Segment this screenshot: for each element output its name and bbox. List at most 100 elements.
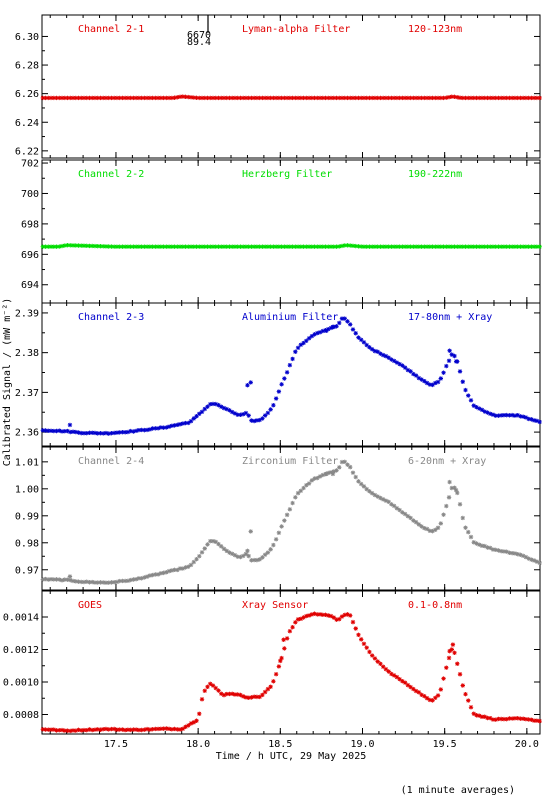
panel-5-data-point xyxy=(402,680,408,685)
panel-1-data-point xyxy=(518,95,523,101)
panel-1-data-point xyxy=(367,95,372,101)
panel-4-data-point xyxy=(460,515,465,521)
panel-2-data-point xyxy=(304,244,309,249)
panel-5-data-point xyxy=(208,681,213,687)
panel-1-ytick-label: 6.26 xyxy=(15,89,39,100)
panel-5-data-point xyxy=(315,612,320,617)
panel-3-data-point xyxy=(164,425,169,430)
panel-4-data-point xyxy=(122,578,128,584)
panel-4-data-point xyxy=(240,553,246,559)
panel-2-data-point xyxy=(509,244,515,249)
panel-2-data-point xyxy=(378,244,383,249)
panel-3-data-point xyxy=(509,412,515,418)
panel-4-data-point xyxy=(43,576,48,582)
panel-5-data-point xyxy=(450,642,456,647)
panel-5-data-point xyxy=(361,641,367,647)
panel-2-data-point xyxy=(142,244,147,249)
panel-4-data-point xyxy=(419,524,424,529)
panel-4-data-point xyxy=(455,490,460,496)
panel-1-data-point xyxy=(144,95,150,101)
panel-3-data-point xyxy=(59,429,65,434)
panel-3-data-point xyxy=(369,347,375,352)
panel-3-data-point xyxy=(205,404,210,409)
panel-4-data-point xyxy=(342,459,347,465)
panel-1-data-point xyxy=(95,95,100,101)
panel-1-data-point xyxy=(400,95,405,101)
panel-1-ytick-label: 6.22 xyxy=(15,146,39,157)
panel-2-data-point xyxy=(122,244,128,249)
panel-2-data-point xyxy=(309,244,315,249)
panel-4-data-point xyxy=(457,502,463,507)
panel-3-data-point xyxy=(320,328,325,334)
panel-3-data-point xyxy=(54,428,59,434)
panel-4-data-point xyxy=(265,550,271,555)
panel-5-data-point xyxy=(230,691,235,696)
panel-2-data-point xyxy=(328,244,334,249)
panel-1-data-point xyxy=(79,95,84,101)
panel-1-data-point xyxy=(243,95,249,101)
panel-1-data-point xyxy=(389,95,394,101)
panel-4-data-point xyxy=(268,547,273,552)
panel-5-data-point xyxy=(111,726,117,732)
panel-3-data-point xyxy=(397,361,402,367)
panel-3-data-point xyxy=(468,398,474,403)
panel-2-data-point xyxy=(257,244,262,249)
panel-4-data-point xyxy=(155,572,161,577)
panel-1-data-point xyxy=(359,95,364,101)
panel-3-data-point xyxy=(353,331,358,336)
panel-4-data-point xyxy=(46,577,51,582)
panel-3-data-point xyxy=(142,427,147,433)
panel-3-data-point xyxy=(224,406,229,412)
panel-3-data-point xyxy=(416,375,422,381)
panel-1-data-point xyxy=(87,95,92,101)
panel-3-data-point xyxy=(501,412,507,418)
panel-1-data-point xyxy=(224,95,229,101)
panel-4-data-point xyxy=(188,562,194,568)
panel-3-data-point xyxy=(257,417,262,423)
panel-4-data-point xyxy=(490,547,496,552)
panel-5-data-point xyxy=(306,613,312,618)
panel-2-data-point xyxy=(504,244,509,249)
panel-5-data-point xyxy=(122,727,128,733)
panel-5-data-point xyxy=(334,617,339,622)
panel-3-data-point xyxy=(46,428,51,433)
panel-1-data-point xyxy=(199,95,205,101)
panel-3-data-point xyxy=(219,404,224,409)
panel-4-data-point xyxy=(273,537,279,542)
panel-5-data-point xyxy=(172,726,177,732)
panel-5-data-point xyxy=(109,726,114,732)
panel-1-data-point xyxy=(315,95,320,101)
panel-2-data-point xyxy=(498,244,504,249)
panel-4-data-point xyxy=(309,478,315,483)
panel-4-data-point xyxy=(485,545,490,550)
panel-1-data-point xyxy=(46,95,51,101)
panel-1-data-point xyxy=(221,95,227,101)
panel-3-data-point xyxy=(378,351,383,356)
panel-4-data-point xyxy=(210,538,216,544)
panel-4-data-point xyxy=(90,579,95,585)
panel-4-data-point xyxy=(172,567,177,573)
panel-2-data-point xyxy=(482,244,487,249)
panel-3-data-point xyxy=(306,336,312,341)
panel-4-data-point xyxy=(180,566,186,571)
panel-2-data-point xyxy=(323,244,328,249)
panel-3-data-point xyxy=(391,358,397,364)
panel-2-data-point xyxy=(408,244,413,249)
panel-5-data-point xyxy=(493,717,498,722)
panel-3-data-point xyxy=(460,379,465,384)
panel-4-data-point xyxy=(271,542,276,548)
panel-2-data-point xyxy=(243,244,249,249)
panel-5-data-point xyxy=(301,615,306,620)
panel-1-data-point xyxy=(62,95,67,101)
panel-1-outlier-label: 89.4 xyxy=(187,37,211,48)
panel-1-data-point xyxy=(43,95,48,101)
panel-3-data-point xyxy=(131,429,136,434)
panel-1-data-point xyxy=(482,95,487,101)
panel-3-data-point xyxy=(70,429,76,434)
panel-2-data-point xyxy=(273,244,279,249)
panel-2-data-point xyxy=(493,244,498,249)
panel-1-ytick-label: 6.28 xyxy=(15,61,39,72)
panel-5-data-point xyxy=(455,661,460,666)
panel-2-data-point xyxy=(177,244,183,249)
panel-1-data-point xyxy=(197,95,202,101)
